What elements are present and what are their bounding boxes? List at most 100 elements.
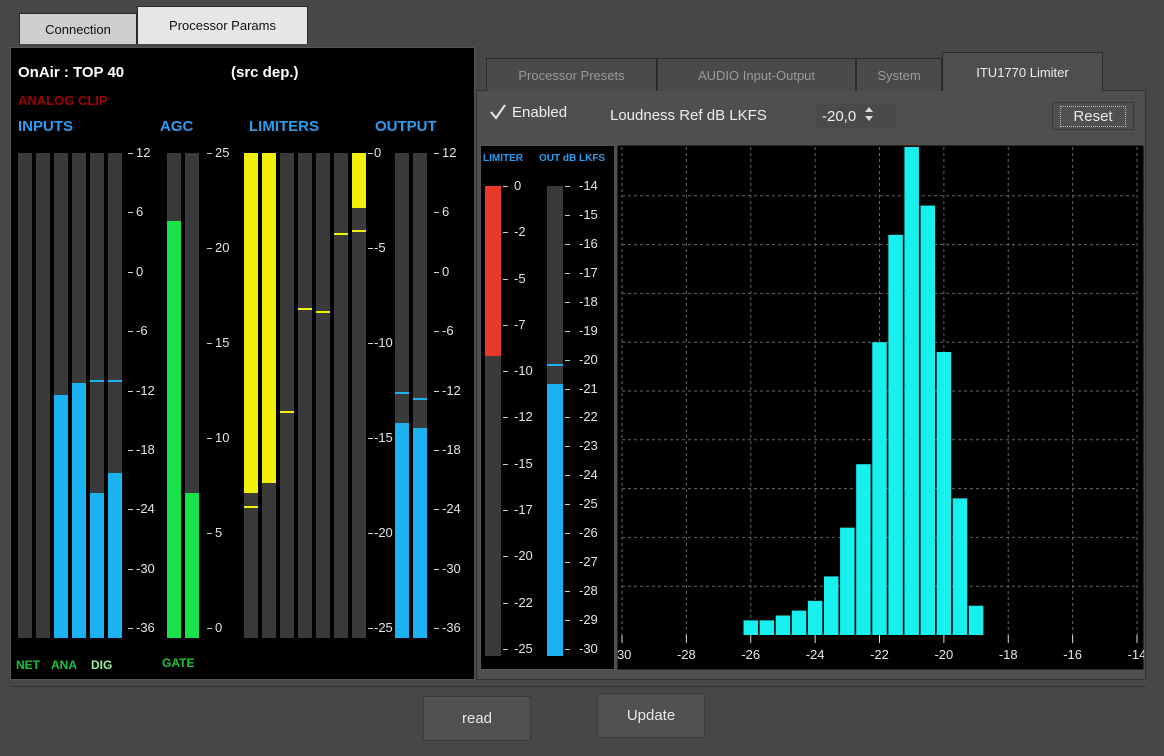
- limiter-bar-4-level: [298, 153, 312, 638]
- scale-tick: [128, 449, 133, 451]
- x-tick-label: -30: [617, 647, 631, 662]
- limiter-bar-7-gr: [352, 153, 366, 208]
- scale-label: 6: [136, 204, 144, 220]
- out-scale-label: -17: [579, 264, 598, 280]
- limiter-bar-6-peak: [334, 233, 348, 235]
- histogram-bar: [807, 600, 823, 635]
- scale-label: -18: [136, 441, 155, 457]
- limiter-bar-3-level: [280, 153, 294, 638]
- scale-tick: [128, 568, 133, 570]
- x-tick-label: -22: [870, 647, 889, 662]
- out-scale-label: -30: [579, 640, 598, 656]
- histogram-bar: [775, 615, 791, 635]
- limiter-scale-label: -22: [514, 594, 533, 610]
- scale-tick: [128, 271, 133, 273]
- scale-tick: [207, 628, 212, 629]
- limiter-scale-label: -10: [514, 363, 533, 379]
- limiter-scale-label: -17: [514, 502, 533, 518]
- limiter-scale-label: -15: [514, 455, 533, 471]
- tab-processor-params[interactable]: Processor Params: [137, 6, 308, 44]
- footer-dig: DIG: [91, 658, 113, 672]
- out-scale-label: -26: [579, 525, 598, 541]
- tab-itu1770-limiter[interactable]: ITU1770 Limiter: [942, 52, 1103, 91]
- scale-label: -24: [136, 501, 155, 517]
- scale-tick: [434, 449, 439, 451]
- scale-tick: [434, 271, 439, 273]
- out-scale-label: -14: [579, 178, 598, 193]
- scale-tick: [434, 153, 439, 154]
- scale-tick: [128, 509, 133, 511]
- scale-tick: [434, 331, 439, 333]
- tab-processor-presets[interactable]: Processor Presets: [486, 58, 657, 91]
- scale-label: 0: [374, 145, 382, 160]
- limiter-scale-tick: [503, 232, 508, 234]
- input-bar-3-level: [54, 395, 68, 638]
- scale-tick: [207, 153, 212, 154]
- histogram-bar: [791, 610, 807, 635]
- enabled-label: Enabled: [512, 103, 568, 121]
- limiter-scale-tick: [503, 510, 508, 512]
- scale-label: -24: [442, 501, 461, 517]
- scale-tick: [128, 153, 133, 154]
- limiter-scale-tick: [503, 371, 508, 373]
- scale-label: 15: [215, 335, 230, 350]
- out-scale-label: -21: [579, 380, 598, 396]
- limiter-bar-5-peak: [316, 311, 330, 313]
- enabled-checkbox[interactable]: Enabled: [489, 103, 567, 121]
- scale-label: -6: [136, 323, 148, 339]
- histogram-bar: [872, 342, 887, 635]
- limiter-scale-tick: [503, 186, 508, 187]
- scale-label: 0: [442, 263, 450, 279]
- bottom-bar: [10, 686, 1146, 748]
- scale-tick: [434, 628, 439, 629]
- scale-tick: [434, 509, 439, 511]
- scale-tick: [207, 248, 212, 249]
- limiter-bar-5-level: [316, 153, 330, 638]
- limiter-scale-label: -5: [514, 270, 526, 286]
- read-button[interactable]: read: [423, 696, 531, 741]
- loudness-spinbox[interactable]: -20,0: [816, 103, 896, 129]
- out-scale-tick: [565, 504, 570, 506]
- x-tick-label: -18: [999, 647, 1018, 662]
- scale-label: 0: [136, 263, 144, 279]
- scale-tick: [434, 212, 439, 214]
- out-scale-tick: [565, 591, 570, 593]
- footer-ana: ANA: [51, 658, 77, 672]
- out-scale-tick: [565, 620, 570, 622]
- scale-tick: [368, 153, 373, 154]
- input-bar-4-level: [72, 383, 86, 638]
- output-header: OUTPUT: [375, 118, 437, 135]
- tab-system[interactable]: System: [856, 58, 942, 91]
- tab-connection[interactable]: Connection: [19, 13, 137, 44]
- histogram-bar: [968, 605, 984, 635]
- histogram-bar: [823, 576, 839, 635]
- analog-clip-label: ANALOG CLIP: [18, 93, 108, 108]
- scale-tick: [128, 390, 133, 392]
- out-scale-tick: [565, 648, 570, 650]
- scale-label: -20: [374, 525, 393, 540]
- histogram-bar: [904, 147, 919, 635]
- output-bar-2-peak: [413, 398, 427, 400]
- histogram-bar: [936, 351, 952, 635]
- spin-arrows-icon[interactable]: [864, 105, 874, 128]
- out-scale-label: -19: [579, 322, 598, 338]
- scale-label: -10: [374, 335, 393, 350]
- reset-button[interactable]: Reset: [1052, 102, 1134, 130]
- out-scale-label: -25: [579, 496, 598, 512]
- out-scale-label: -22: [579, 409, 598, 425]
- update-button[interactable]: Update: [597, 693, 705, 738]
- tab-audio-input-output[interactable]: AUDIO Input-Output: [657, 58, 856, 91]
- scale-tick: [434, 390, 439, 392]
- limiter-bar-2-gr: [262, 153, 276, 483]
- out-scale-tick: [565, 186, 570, 187]
- scale-label: 20: [215, 240, 230, 255]
- limiter-bar-1-peak: [244, 506, 258, 508]
- out-meter-peak: [547, 364, 563, 366]
- limiter-scale-tick: [503, 648, 508, 650]
- scale-label: 12: [442, 145, 457, 160]
- scale-label: -30: [136, 560, 155, 576]
- scale-label: 5: [215, 525, 223, 540]
- limiter-meter-level: [485, 186, 501, 356]
- scale-label: -25: [374, 620, 393, 635]
- limiter-scale-tick: [503, 602, 508, 604]
